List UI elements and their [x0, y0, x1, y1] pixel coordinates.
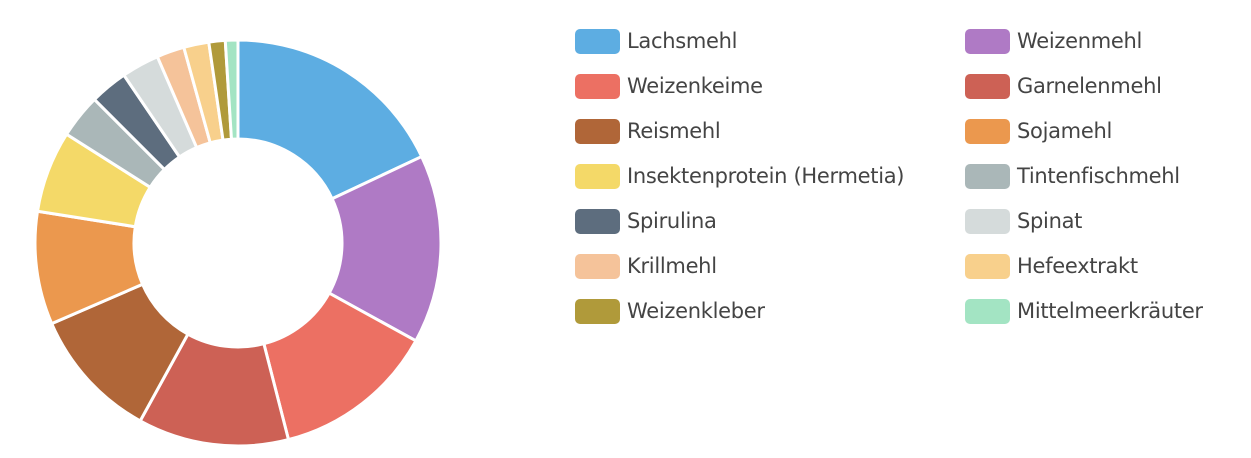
legend-swatch — [965, 208, 1010, 234]
slice-mittelmeerkraeuter[interactable] — [223, 38, 240, 141]
legend-item-insektenprotein-hermetia[interactable]: Insektenprotein (Hermetia) — [575, 162, 965, 190]
legend-swatch — [575, 73, 620, 99]
legend-item-mittelmeerkraeuter[interactable]: Mittelmeerkräuter — [965, 297, 1251, 325]
slice-lachsmehl[interactable] — [236, 38, 424, 201]
donut-chart — [33, 38, 443, 448]
legend-swatch — [965, 253, 1010, 279]
legend-item-weizenkleber[interactable]: Weizenkleber — [575, 297, 965, 325]
legend-swatch — [965, 73, 1010, 99]
legend-item-sojamehl[interactable]: Sojamehl — [965, 117, 1251, 145]
legend-swatch — [575, 298, 620, 324]
legend-swatch — [575, 118, 620, 144]
legend-label: Weizenkeime — [627, 74, 763, 98]
legend-swatch — [575, 163, 620, 189]
legend-item-spinat[interactable]: Spinat — [965, 207, 1251, 235]
legend-item-spirulina[interactable]: Spirulina — [575, 207, 965, 235]
legend-swatch — [965, 163, 1010, 189]
slice-weizenmehl[interactable] — [327, 154, 443, 343]
legend-item-tintenfischmehl[interactable]: Tintenfischmehl — [965, 162, 1251, 190]
legend-label: Lachsmehl — [627, 29, 738, 53]
legend-label: Mittelmeerkräuter — [1017, 299, 1203, 323]
legend-item-reismehl[interactable]: Reismehl — [575, 117, 965, 145]
legend-swatch — [965, 118, 1010, 144]
legend-label: Spirulina — [627, 209, 717, 233]
legend-label: Sojamehl — [1017, 119, 1113, 143]
legend-label: Reismehl — [627, 119, 721, 143]
legend-label: Spinat — [1017, 209, 1083, 233]
legend-swatch — [575, 28, 620, 54]
legend-item-weizenkeime[interactable]: Weizenkeime — [575, 72, 965, 100]
legend-label: Insektenprotein (Hermetia) — [627, 164, 905, 188]
legend-swatch — [575, 208, 620, 234]
legend-item-hefeextrakt[interactable]: Hefeextrakt — [965, 252, 1251, 280]
legend-label: Weizenmehl — [1017, 29, 1143, 53]
legend-item-krillmehl[interactable]: Krillmehl — [575, 252, 965, 280]
legend-item-lachsmehl[interactable]: Lachsmehl — [575, 27, 965, 55]
legend-label: Hefeextrakt — [1017, 254, 1138, 278]
legend-label: Tintenfischmehl — [1017, 164, 1180, 188]
legend-swatch — [965, 28, 1010, 54]
legend-label: Krillmehl — [627, 254, 717, 278]
legend-item-weizenmehl[interactable]: Weizenmehl — [965, 27, 1251, 55]
legend-label: Garnelenmehl — [1017, 74, 1162, 98]
chart-legend: Lachsmehl Weizenmehl Weizenkeime Garnelenme… — [575, 27, 1251, 342]
legend-label: Weizenkleber — [627, 299, 765, 323]
legend-item-garnelenmehl[interactable]: Garnelenmehl — [965, 72, 1251, 100]
legend-swatch — [575, 253, 620, 279]
legend-swatch — [965, 298, 1010, 324]
